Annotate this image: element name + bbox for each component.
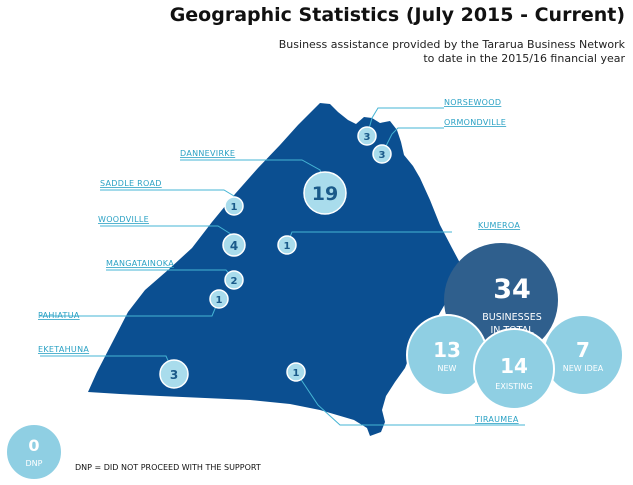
existing-circle [473,328,555,410]
new-label: NEW [438,364,457,373]
label-tiraumea: TIRAUMEA [474,415,519,424]
dnp-footnote: DNP = DID NOT PROCEED WITH THE SUPPORT [75,463,261,472]
total-value: 34 [493,274,531,305]
label-dannevirke: DANNEVIRKE [180,149,235,158]
new-idea-label: NEW IDEA [563,364,604,373]
label-woodville: WOODVILLE [98,215,149,224]
count-ormondville: 3 [379,150,386,161]
count-pahiatua: 1 [216,295,223,306]
bubble-eketahuna [159,359,189,389]
count-dannevirke: 19 [312,183,338,205]
bubble-mangatainoka [224,270,244,290]
page-title: Geographic Statistics (July 2015 - Curre… [169,4,625,26]
count-kumeroa: 1 [284,241,291,252]
label-saddle-road: SADDLE ROAD [100,179,162,188]
existing-label: EXISTING [495,382,532,391]
dnp-value: 0 [28,436,39,455]
count-eketahuna: 3 [170,368,178,382]
label-mangatainoka: MANGATAINOKA [106,259,174,268]
label-norsewood: NORSEWOOD [444,98,501,107]
dnp-circle [5,423,63,481]
label-eketahuna: EKETAHUNA [38,345,89,354]
count-woodville: 4 [230,239,238,253]
bubble-dannevirke [303,171,347,215]
new-idea-value: 7 [576,338,590,362]
count-saddle-road: 1 [231,202,238,213]
label-ormondville: ORMONDVILLE [444,118,506,127]
bubble-ormondville [372,144,392,164]
total-label-line1: BUSINESSES [482,312,542,323]
new-value: 13 [433,338,461,362]
bubble-pahiatua [209,289,229,309]
count-norsewood: 3 [364,132,371,143]
label-kumeroa: KUMEROA [478,221,520,230]
subtitle-line-1: Business assistance provided by the Tara… [278,38,625,51]
district-map-shape [88,103,460,436]
dnp-label: DNP [26,459,43,468]
bubble-woodville [222,233,246,257]
bubble-saddle-road [224,196,244,216]
subtitle-line-2: to date in the 2015/16 financial year [423,52,625,65]
count-mangatainoka: 2 [231,276,238,287]
page-subtitle: Business assistance provided by the Tara… [279,38,625,66]
existing-value: 14 [500,354,528,378]
label-pahiatua: PAHIATUA [38,311,80,320]
bubble-norsewood [357,126,377,146]
bubble-tiraumea [286,362,306,382]
bubble-kumeroa [277,235,297,255]
count-tiraumea: 1 [293,368,300,379]
